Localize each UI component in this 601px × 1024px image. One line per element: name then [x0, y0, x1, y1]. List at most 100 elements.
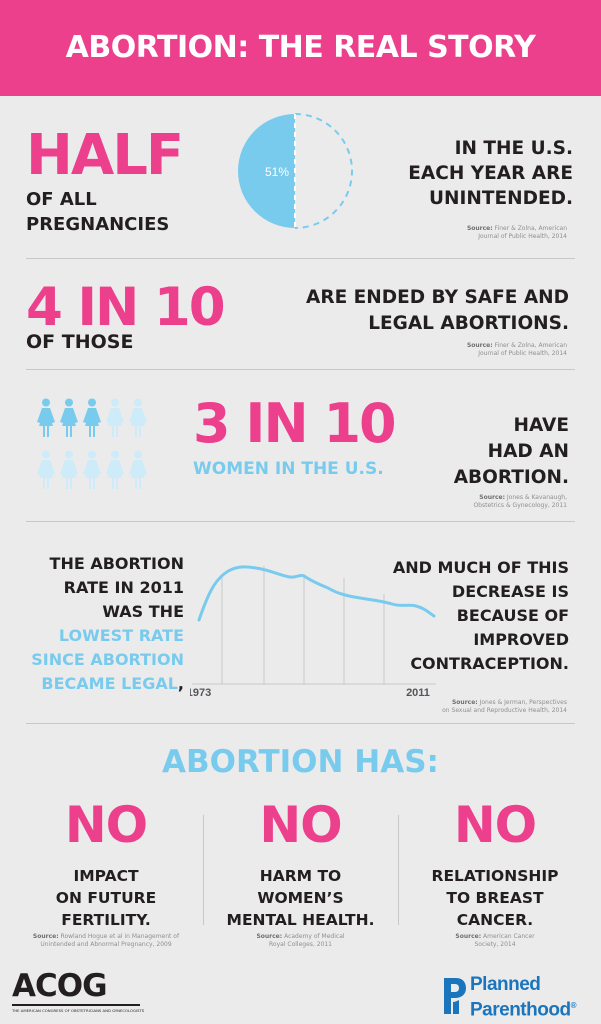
- item-line-2: WOMEN’S: [257, 889, 344, 907]
- woman-icon: [60, 450, 78, 489]
- source-label: Source:: [466, 342, 493, 349]
- right-text-line-5: CONTRACEPTION.: [410, 654, 569, 673]
- half-caption-line-1: OF ALL: [26, 189, 97, 210]
- planned-parenthood-p-icon: [444, 978, 466, 1014]
- item-line-1: IMPACT: [73, 867, 139, 885]
- left-blue-line-2: SINCE ABORTION: [31, 650, 184, 669]
- woman-icon: [83, 398, 101, 437]
- pp-line-2: Parenthood: [470, 999, 571, 1021]
- x-end-label: 2011: [406, 687, 430, 699]
- abortion-rate-line-chart: 1973 2011: [190, 565, 436, 699]
- woman-icon: [129, 398, 147, 437]
- section3-text-line-2: HAD AN: [487, 441, 569, 462]
- right-text-line-2: DECREASE IS: [451, 582, 569, 601]
- section1-text: IN THE U.S. EACH YEAR ARE UNINTENDED.: [408, 136, 573, 211]
- source-label: Source:: [455, 933, 482, 940]
- no-item-breast-cancer: NO RELATIONSHIP TO BREAST CANCER.: [400, 800, 590, 931]
- item-line-2: ON FUTURE: [55, 889, 157, 907]
- woman-icon: [106, 450, 124, 489]
- rate-trend-line: [197, 565, 436, 622]
- divider-2: [26, 369, 575, 370]
- woman-icon: [37, 450, 55, 489]
- no-item-text: RELATIONSHIP TO BREAST CANCER.: [400, 865, 590, 931]
- section2-text-line-1: ARE ENDED BY SAFE AND: [306, 287, 569, 308]
- section3-text-line-1: HAVE: [513, 415, 570, 436]
- page-title: ABORTION: THE REAL STORY: [65, 30, 536, 65]
- left-text-line-1: THE ABORTION: [49, 554, 184, 573]
- source-line-1: Jones & Jerman, Perspectives: [479, 699, 567, 706]
- planned-parenthood-text: Planned Parenthood®: [470, 974, 600, 1020]
- pie-dashed-half: [294, 113, 353, 229]
- source-line-1: Jones & Kavanaugh,: [506, 494, 567, 501]
- left-text-line-3: WAS THE: [102, 602, 184, 621]
- source-label: Source:: [256, 933, 283, 940]
- source-label: Source:: [451, 699, 478, 706]
- section2-source: Source: Finer & Zolna, American Journal …: [467, 342, 567, 357]
- source-line-1: Rowland Hogue et al in Management of: [60, 933, 180, 940]
- woman-icon: [106, 398, 124, 437]
- acog-logo-text: ACOG: [12, 968, 108, 1004]
- item-line-3: FERTILITY.: [61, 911, 151, 929]
- pp-line-1: Planned: [470, 974, 541, 995]
- item-line-3: MENTAL HEALTH.: [226, 911, 375, 929]
- no-item-text: IMPACT ON FUTURE FERTILITY.: [16, 865, 196, 931]
- right-text-line-1: AND MUCH OF THIS: [392, 558, 569, 577]
- four-in-ten-caption: OF THOSE: [26, 331, 134, 353]
- pie-percent-label: 51%: [265, 165, 289, 179]
- left-text-line-2: RATE IN 2011: [63, 578, 184, 597]
- source-line-1: Finer & Zolna, American: [494, 342, 567, 349]
- woman-icon: [129, 450, 147, 489]
- woman-icon: [83, 450, 101, 489]
- section2-text: ARE ENDED BY SAFE AND LEGAL ABORTIONS.: [306, 285, 569, 337]
- left-comma: ,: [177, 674, 184, 693]
- source-line-1: Academy of Medical: [284, 933, 345, 940]
- source-line-2: Obstetrics & Gynecology, 2011: [473, 501, 567, 509]
- section3-text-line-3: ABORTION.: [453, 467, 569, 488]
- no-item-text: HARM TO WOMEN’S MENTAL HEALTH.: [208, 865, 393, 931]
- source-line-2: Society, 2014: [474, 940, 516, 948]
- vertical-divider-2: [398, 815, 399, 925]
- section4-right-text: AND MUCH OF THIS DECREASE IS BECAUSE OF …: [393, 556, 569, 676]
- no-item-breast-cancer-source: Source: American Cancer Society, 2014: [400, 933, 590, 948]
- women-icon-grid: [36, 398, 156, 494]
- right-text-line-4: IMPROVED: [473, 630, 569, 649]
- section3-source: Source: Jones & Kavanaugh, Obstetrics & …: [473, 494, 567, 509]
- half-stat-caption: OF ALL PREGNANCIES: [26, 187, 169, 237]
- acog-logo-subtitle: THE AMERICAN CONGRESS OF OBSTETRICIANS A…: [12, 1008, 145, 1013]
- no-item-fertility: NO IMPACT ON FUTURE FERTILITY.: [16, 800, 196, 931]
- source-line-1: Finer & Zolna, American: [494, 225, 567, 232]
- pie-filled-half: [238, 114, 295, 228]
- source-line-2: Journal of Public Health, 2014: [478, 232, 567, 240]
- chart-gridlines: [221, 566, 385, 684]
- source-line-2: on Sexual and Reproductive Health, 2014: [442, 706, 567, 714]
- no-label: NO: [64, 796, 148, 854]
- left-blue-line-3: BECAME LEGAL: [41, 674, 178, 693]
- three-in-ten-caption: WOMEN IN THE U.S.: [193, 459, 384, 479]
- item-line-1: HARM TO: [259, 867, 342, 885]
- divider-3: [26, 521, 575, 522]
- header-banner: ABORTION: THE REAL STORY: [0, 0, 601, 96]
- section4-source: Source: Jones & Jerman, Perspectives on …: [442, 699, 567, 714]
- divider-4: [26, 723, 575, 724]
- four-in-ten-stat: 4 IN 10: [26, 277, 226, 338]
- source-label: Source:: [32, 933, 59, 940]
- section4-left-text: THE ABORTION RATE IN 2011 WAS THE LOWEST…: [26, 552, 184, 696]
- no-label: NO: [259, 796, 342, 854]
- section1-text-line-2: EACH YEAR ARE: [408, 163, 573, 184]
- section2-text-line-2: LEGAL ABORTIONS.: [368, 313, 569, 334]
- no-item-mental-health: NO HARM TO WOMEN’S MENTAL HEALTH.: [208, 800, 393, 931]
- divider-1: [26, 258, 575, 259]
- item-line-3: CANCER.: [456, 911, 534, 929]
- no-label: NO: [453, 796, 537, 854]
- item-line-1: RELATIONSHIP: [431, 867, 559, 885]
- source-line-2: Unintended and Abnormal Pregnancy, 2009: [40, 940, 172, 948]
- section1-source: Source: Finer & Zolna, American Journal …: [467, 225, 567, 240]
- half-caption-line-2: PREGNANCIES: [26, 214, 170, 235]
- item-line-2: TO BREAST: [446, 889, 544, 907]
- no-item-fertility-source: Source: Rowland Hogue et al in Managemen…: [16, 933, 196, 948]
- section1-text-line-1: IN THE U.S.: [454, 138, 573, 159]
- source-label: Source:: [466, 225, 493, 232]
- half-stat: HALF: [26, 123, 184, 188]
- woman-icon: [37, 398, 55, 437]
- three-in-ten-stat: 3 IN 10: [193, 392, 397, 455]
